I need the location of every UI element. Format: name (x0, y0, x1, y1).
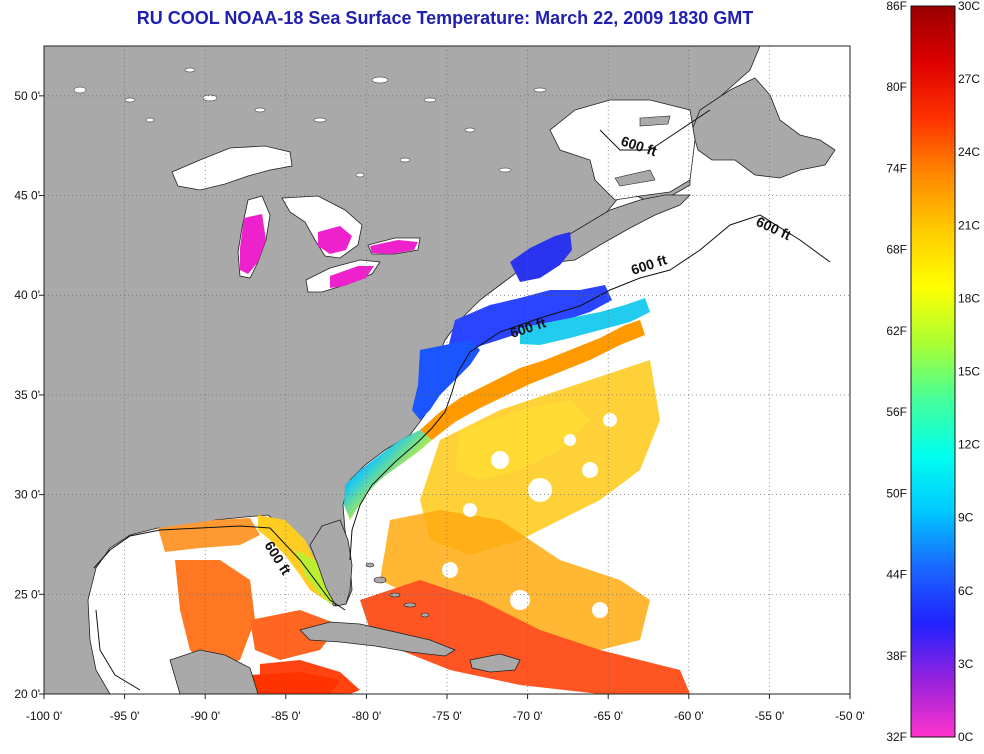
colorbar-c-label: 24C (958, 145, 980, 159)
land-pei (614, 169, 656, 187)
mid-atlantic-sst (412, 340, 480, 420)
gulf-stream-core (420, 320, 645, 440)
gridlines (44, 46, 850, 694)
lon-tick-label: -85 0' (271, 709, 301, 723)
colorbar-f-label: 32F (886, 730, 907, 744)
colorbar-scale (910, 5, 956, 738)
colorbar-c-label: 15C (958, 365, 980, 379)
lon-tick-label: -75 0' (432, 709, 462, 723)
map-title: RU COOL NOAA-18 Sea Surface Temperature:… (136, 8, 754, 28)
gulf-of-maine-sst (510, 232, 572, 282)
colorbar-c-label: 6C (958, 584, 974, 598)
colorbar-c-label: 0C (958, 730, 974, 744)
land-newfoundland (691, 77, 836, 179)
colorbar-celsius-labels: 30C 27C 24C 21C 18C 15C 12C 9C 6C 3C 0C (958, 0, 980, 744)
colorbar-c-label: 3C (958, 657, 974, 671)
lat-tick-label: 20 0' (14, 687, 40, 701)
isobath-600ft (93, 109, 831, 691)
lat-tick-label: 50 0' (14, 89, 40, 103)
colorbar-fahrenheit-labels: 86F 80F 74F 68F 62F 56F 50F 44F 38F 32F (886, 0, 907, 744)
colorbar-c-label: 27C (958, 72, 980, 86)
lake-huron-sst (318, 226, 352, 254)
land-nova-scotia (557, 194, 691, 263)
colorbar-f-label: 86F (886, 0, 907, 13)
lake-erie-sst (330, 266, 374, 288)
lat-tick-label: 25 0' (14, 587, 40, 601)
se-shelf-gradient (344, 430, 432, 520)
colorbar: 86F 80F 74F 68F 62F 56F 50F 44F 38F 32F 30C 27C 24C… (886, 0, 980, 744)
land-bahamas (365, 562, 430, 618)
latitude-tick-labels: 50 0' 45 0' 40 0' 35 0' 30 0' 25 0' 20 0' (14, 89, 44, 701)
lon-tick-label: -70 0' (513, 709, 543, 723)
lon-tick-label: -50 0' (835, 709, 865, 723)
lat-tick-label: 40 0' (14, 288, 40, 302)
colorbar-c-label: 18C (958, 291, 980, 305)
lon-tick-label: -80 0' (352, 709, 382, 723)
caribbean-sst (250, 580, 690, 694)
land-yucatan (169, 649, 259, 694)
colorbar-f-label: 80F (886, 80, 907, 94)
lon-tick-label: -100 0' (26, 709, 62, 723)
colorbar-c-label: 30C (958, 0, 980, 13)
map-content (44, 46, 836, 694)
longitude-tick-labels: -100 0' -95 0' -90 0' -85 0' -80 0' -75 0' -70… (26, 694, 865, 723)
lat-tick-label: 30 0' (14, 488, 40, 502)
lake-michigan-sst (240, 214, 266, 274)
colorbar-f-label: 74F (886, 161, 907, 175)
land-florida (309, 519, 353, 607)
lon-tick-label: -55 0' (755, 709, 785, 723)
land-cuba (299, 621, 456, 657)
land-hispaniola (469, 653, 521, 673)
lon-tick-label: -65 0' (593, 709, 623, 723)
colorbar-c-label: 12C (958, 438, 980, 452)
colorbar-f-label: 56F (886, 405, 907, 419)
colorbar-f-label: 44F (886, 568, 907, 582)
colorbar-f-label: 50F (886, 486, 907, 500)
lat-tick-label: 35 0' (14, 388, 40, 402)
lon-tick-label: -95 0' (110, 709, 140, 723)
shelf-cyan-sst (520, 298, 650, 345)
atlantic-sst-patches (380, 360, 660, 650)
lon-tick-label: -90 0' (190, 709, 220, 723)
lake-ontario-sst (370, 240, 418, 254)
colorbar-f-label: 68F (886, 243, 907, 257)
lon-tick-label: -60 0' (674, 709, 704, 723)
lake-superior (171, 145, 293, 191)
colorbar-f-label: 38F (886, 649, 907, 663)
inland-lakes (73, 67, 547, 178)
land-anticosti (639, 115, 671, 127)
colorbar-c-label: 21C (958, 218, 980, 232)
colorbar-f-label: 62F (886, 324, 907, 338)
colorbar-c-label: 9C (958, 511, 974, 525)
lat-tick-label: 45 0' (14, 189, 40, 203)
